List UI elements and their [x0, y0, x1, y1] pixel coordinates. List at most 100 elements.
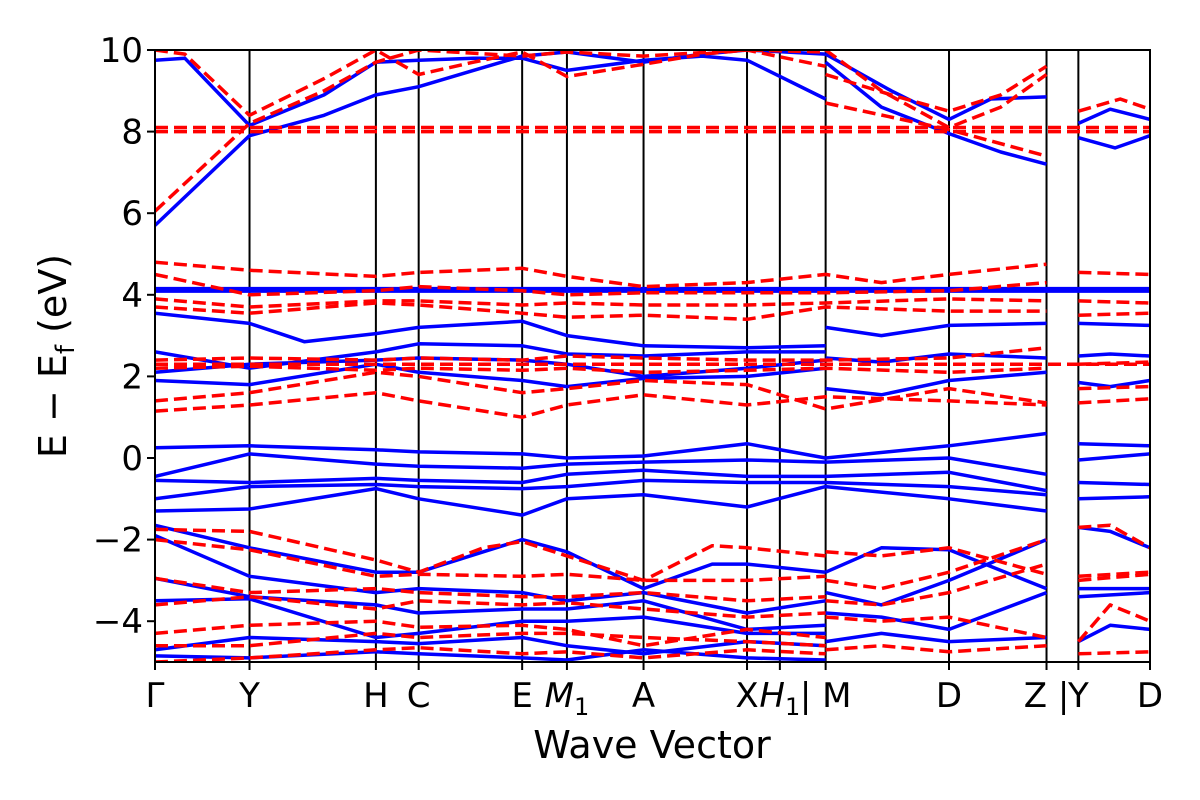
y-tick-label-3: 4: [121, 276, 143, 316]
y-axis-label-main: E − E: [31, 354, 75, 458]
dashed-band-59: [1078, 311, 1150, 317]
solid-band-19: [155, 468, 1047, 493]
plot-area: [154, 49, 1151, 663]
solid-band-26: [155, 523, 826, 591]
band-lines: [155, 50, 1150, 662]
solid-band-18: [155, 452, 1047, 479]
y-tick-label-7: −4: [93, 602, 143, 642]
solid-band-3: [824, 60, 1047, 166]
y-axis-ticks: 10 8 6 4 2 0 −2 −4: [93, 31, 155, 642]
dashed-band-74: [825, 643, 1047, 654]
plot-frame: [154, 49, 1151, 663]
x-tick-label-3: C: [407, 676, 431, 716]
y-tick-label-6: −2: [93, 521, 143, 561]
x-tick-label-8: H1: [759, 676, 800, 721]
x-tick-label-main-8: H: [759, 676, 785, 716]
solid-band-17: [155, 431, 1047, 460]
y-tick-label-2: 6: [121, 194, 143, 234]
solid-band-0: [155, 54, 827, 128]
solid-band-7: [155, 311, 826, 350]
y-tick-label-4: 2: [121, 357, 143, 397]
dashed-band-60: [1078, 360, 1150, 366]
x-tick-label-sub-5: 1: [574, 693, 589, 721]
dashed-band-66: [155, 594, 826, 619]
x-tick-label-main-5: M: [545, 676, 574, 716]
solid-band-4: [1077, 107, 1150, 125]
x-tick-label-12: Y: [1067, 676, 1089, 716]
solid-band-14: [1078, 321, 1150, 328]
x-tick-label-1: Y: [238, 676, 260, 716]
dashed-band-41: [155, 50, 826, 213]
solid-band-35: [825, 631, 1047, 644]
solid-band-22: [1078, 441, 1150, 448]
dashed-band-43: [824, 50, 1048, 130]
dashed-band-40: [155, 50, 826, 118]
dashed-band-57: [1078, 270, 1150, 277]
x-tick-label-7: X: [735, 676, 758, 716]
dashed-band-76: [1078, 570, 1150, 579]
x-tick-label-0: Γ: [146, 676, 165, 716]
x-tick-label-9: | M: [800, 676, 852, 716]
solid-band-34: [825, 590, 1048, 632]
x-tick-label-11: Z |: [1024, 676, 1070, 716]
solid-band-13: [825, 370, 1047, 397]
solid-band-32: [824, 546, 1048, 591]
x-tick-label-sub-8: 1: [785, 693, 800, 721]
dashed-band-73: [825, 615, 1047, 640]
y-tick-label-1: 8: [121, 113, 143, 153]
solid-band-15: [1078, 352, 1150, 358]
solid-band-5: [1077, 134, 1150, 150]
x-axis-label: Wave Vector: [533, 723, 771, 767]
dashed-band-72: [825, 562, 1047, 607]
x-tick-label-5: M1: [545, 676, 590, 721]
solid-band-29: [155, 597, 826, 640]
solid-band-27: [155, 533, 826, 615]
x-tick-label-10: D: [936, 676, 962, 716]
dashed-band-45: [1077, 97, 1150, 113]
dashed-band-68: [155, 631, 826, 648]
dashed-band-67: [155, 619, 826, 648]
x-tick-label-6: A: [632, 676, 655, 716]
dashed-band-79: [1078, 650, 1150, 656]
solid-band-36: [1078, 525, 1150, 550]
dashed-band-52: [155, 346, 1047, 362]
dashed-band-50: [155, 297, 1047, 309]
solid-band-25: [1078, 495, 1150, 501]
y-axis-label-sub: f: [51, 344, 81, 354]
solid-band-2: [824, 52, 1047, 122]
solid-band-21: [155, 484, 1047, 517]
y-tick-label-5: 0: [121, 439, 143, 479]
dashed-band-65: [155, 576, 826, 603]
dashed-band-75: [1078, 523, 1150, 550]
solid-band-24: [1078, 480, 1150, 487]
y-axis-label-unit: (eV): [31, 254, 75, 345]
dashed-band-77: [1078, 572, 1150, 583]
solid-band-20: [155, 478, 1047, 501]
solid-band-10: [155, 362, 826, 389]
dashed-band-63: [155, 527, 826, 583]
dashed-band-54: [155, 364, 1047, 375]
solid-band-30: [155, 635, 826, 656]
solid-band-28: [155, 576, 826, 632]
dashed-band-48: [155, 260, 1047, 289]
solid-band-23: [1078, 452, 1150, 462]
y-axis-label: E − Ef (eV): [31, 254, 81, 458]
y-tick-label-0: 10: [100, 31, 143, 71]
dashed-band-64: [155, 537, 826, 583]
dashed-band-51: [155, 301, 1047, 322]
dashed-band-61: [1078, 384, 1150, 391]
dashed-band-69: [155, 645, 826, 662]
x-tick-label-2: H: [363, 676, 389, 716]
dashed-band-55: [155, 370, 1047, 411]
solid-band-38: [1078, 590, 1150, 599]
x-tick-label-13: D: [1137, 676, 1163, 716]
solid-band-39: [1077, 623, 1150, 644]
dashed-band-78: [1077, 603, 1150, 643]
dashed-band-42: [825, 64, 1048, 113]
x-tick-label-4: E: [511, 676, 532, 716]
dashed-band-71: [825, 537, 1048, 591]
dashed-band-44: [825, 101, 1047, 158]
solid-band-11: [825, 321, 1047, 338]
